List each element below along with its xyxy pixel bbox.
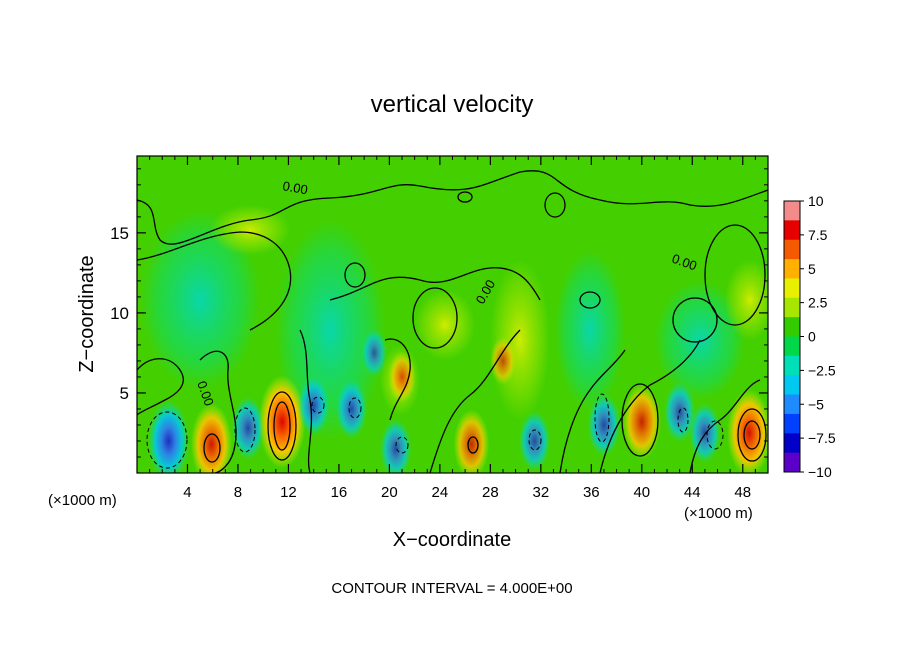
feature-blob-5 [335, 378, 368, 439]
colorbar-tick-label: 2.5 [808, 295, 828, 311]
colorbar-swatch [784, 278, 800, 299]
x-tick-label: 40 [633, 484, 650, 501]
x-tick-label: 16 [331, 484, 348, 501]
colorbar-swatch [784, 220, 800, 241]
contour-label: 0.00 [281, 178, 309, 197]
colorbar-tick-label: −2.5 [808, 362, 836, 378]
colorbar-tick-label: 7.5 [808, 227, 828, 243]
x-tick-label: 48 [734, 484, 751, 501]
y-tick-label: 5 [120, 384, 129, 403]
x-tick-label: 4 [183, 484, 191, 501]
feature-blob-9 [453, 409, 490, 473]
chart-title: vertical velocity [371, 91, 534, 118]
colorbar-tick-label: −10 [808, 464, 832, 480]
colorbar-swatch [784, 394, 800, 415]
plot-area [137, 156, 768, 473]
feature-blob-0 [148, 400, 190, 473]
x-tick-label: 36 [583, 484, 600, 501]
feature-blob-2 [231, 396, 265, 460]
colorbar-swatch [784, 336, 800, 357]
y-axis-title: Z−coordinate [76, 255, 98, 372]
x-unit-right: (×1000 m) [684, 505, 753, 522]
colorbar-tick-label: −5 [808, 396, 824, 412]
colorbar-swatch [784, 297, 800, 318]
feature-blob-8 [388, 351, 416, 403]
colorbar-swatch [784, 317, 800, 337]
colorbar-tick-label: 0 [808, 329, 816, 345]
x-tick-label: 44 [684, 484, 701, 501]
contour-interval-footer: CONTOUR INTERVAL = 4.000E+00 [331, 580, 572, 597]
feature-blob-1 [190, 403, 232, 473]
colorbar-swatch [784, 433, 800, 454]
colorbar: 10 7.5 5 2.5 0 −2.5 −5 −7.5 −10 [783, 193, 836, 480]
colorbar-swatch [784, 239, 800, 260]
feature-blob-15 [689, 402, 721, 463]
contour-lines [137, 170, 768, 473]
feature-blob-11 [518, 410, 551, 471]
x-axis-title: X−coordinate [393, 529, 511, 551]
feature-blob-3 [258, 375, 306, 469]
x-tick-label: 32 [532, 484, 549, 501]
x-tick-label: 28 [482, 484, 499, 501]
feature-blob-6 [361, 328, 388, 377]
x-tick-label: 8 [234, 484, 242, 501]
dashed-contours [146, 393, 724, 469]
x-unit-left: (×1000 m) [48, 492, 117, 509]
feature-blob-7 [380, 418, 412, 473]
colorbar-swatch [784, 355, 800, 376]
colorbar-tick-label: 5 [808, 261, 816, 277]
solid-positive-contours [203, 383, 767, 463]
colorbar-swatch [784, 259, 800, 279]
feature-blob-12 [587, 393, 621, 457]
x-tick-label: 24 [432, 484, 449, 501]
x-tick-label: 12 [280, 484, 297, 501]
y-tick-label: 10 [110, 304, 129, 323]
colorbar-swatch [784, 201, 800, 221]
colorbar-swatch [784, 375, 800, 396]
y-tick-label: 15 [110, 224, 129, 243]
feature-blob-4 [298, 375, 330, 436]
x-axis: 4 8 12 16 20 24 28 32 36 40 44 48 [149, 156, 756, 501]
x-tick-label: 20 [381, 484, 398, 501]
colorbar-swatch [784, 413, 800, 434]
feature-blob-10 [490, 336, 516, 385]
colorbar-tick-label: 10 [808, 193, 824, 209]
feature-blob-16 [727, 389, 768, 473]
y-axis: 5 10 15 [110, 168, 768, 458]
colorbar-tick-label: −7.5 [808, 430, 836, 446]
colorbar-swatch [784, 452, 800, 473]
